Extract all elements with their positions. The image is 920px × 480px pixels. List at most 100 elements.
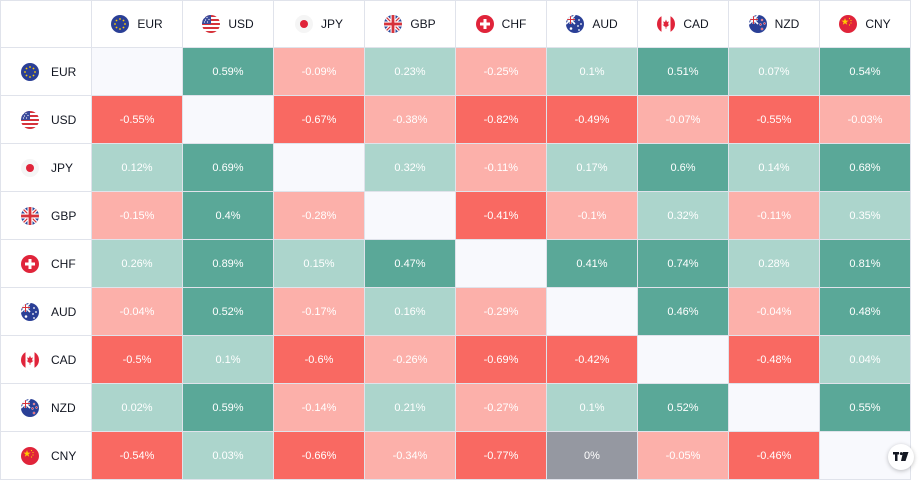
rate-cell-aud-eur[interactable]: -0.04% [92,288,183,336]
row-header-jpy[interactable]: JPY [0,144,92,192]
rate-cell-chf-jpy[interactable]: 0.15% [274,240,365,288]
rate-cell-gbp-aud[interactable]: -0.1% [547,192,638,240]
rate-cell-gbp-chf[interactable]: -0.41% [456,192,547,240]
column-header-gbp[interactable]: GBP [365,0,456,48]
rate-cell-aud-jpy[interactable]: -0.17% [274,288,365,336]
column-header-eur[interactable]: EUR [92,0,183,48]
rate-cell-aud-usd[interactable]: 0.52% [183,288,274,336]
rate-cell-cny-gbp[interactable]: -0.34% [365,432,456,480]
nz-flag-icon [21,398,39,417]
rate-cell-usd-gbp[interactable]: -0.38% [365,96,456,144]
rate-cell-eur-nzd[interactable]: 0.07% [729,48,820,96]
column-header-jpy[interactable]: JPY [274,0,365,48]
rate-cell-usd-nzd[interactable]: -0.55% [729,96,820,144]
rate-cell-cad-chf[interactable]: -0.69% [456,336,547,384]
rate-cell-jpy-aud[interactable]: 0.17% [547,144,638,192]
rate-cell-gbp-eur[interactable]: -0.15% [92,192,183,240]
rate-cell-usd-eur[interactable]: -0.55% [92,96,183,144]
rate-cell-jpy-gbp[interactable]: 0.32% [365,144,456,192]
column-header-label: CAD [683,17,709,31]
rate-cell-cad-cny[interactable]: 0.04% [820,336,911,384]
rate-cell-chf-nzd[interactable]: 0.28% [729,240,820,288]
rate-cell-cad-cad [638,336,729,384]
rate-cell-nzd-cad[interactable]: 0.52% [638,384,729,432]
rate-cell-nzd-usd[interactable]: 0.59% [183,384,274,432]
rate-cell-nzd-cny[interactable]: 0.55% [820,384,911,432]
rate-cell-eur-cad[interactable]: 0.51% [638,48,729,96]
rate-cell-nzd-chf[interactable]: -0.27% [456,384,547,432]
rate-cell-chf-cny[interactable]: 0.81% [820,240,911,288]
rate-cell-chf-gbp[interactable]: 0.47% [365,240,456,288]
rate-cell-nzd-eur[interactable]: 0.02% [92,384,183,432]
rate-cell-chf-usd[interactable]: 0.89% [183,240,274,288]
rate-cell-aud-cny[interactable]: 0.48% [820,288,911,336]
rate-cell-eur-jpy[interactable]: -0.09% [274,48,365,96]
rate-cell-gbp-cad[interactable]: 0.32% [638,192,729,240]
rate-cell-cad-aud[interactable]: -0.42% [547,336,638,384]
rate-cell-cad-nzd[interactable]: -0.48% [729,336,820,384]
row-header-usd[interactable]: USD [0,96,92,144]
rate-cell-nzd-gbp[interactable]: 0.21% [365,384,456,432]
rate-cell-cny-jpy[interactable]: -0.66% [274,432,365,480]
rate-cell-cad-gbp[interactable]: -0.26% [365,336,456,384]
rate-cell-chf-aud[interactable]: 0.41% [547,240,638,288]
rate-cell-eur-cny[interactable]: 0.54% [820,48,911,96]
rate-cell-cad-jpy[interactable]: -0.6% [274,336,365,384]
rate-cell-eur-aud[interactable]: 0.1% [547,48,638,96]
rate-cell-aud-aud [547,288,638,336]
rate-cell-jpy-usd[interactable]: 0.69% [183,144,274,192]
rate-cell-cny-nzd[interactable]: -0.46% [729,432,820,480]
column-header-cad[interactable]: CAD [638,0,729,48]
rate-cell-gbp-cny[interactable]: 0.35% [820,192,911,240]
rate-cell-jpy-chf[interactable]: -0.11% [456,144,547,192]
row-header-cad[interactable]: CAD [0,336,92,384]
rate-cell-eur-eur [92,48,183,96]
column-header-usd[interactable]: USD [183,0,274,48]
tradingview-logo-icon[interactable] [888,444,914,470]
row-header-chf[interactable]: CHF [0,240,92,288]
row-header-gbp[interactable]: GBP [0,192,92,240]
rate-cell-cny-aud[interactable]: 0% [547,432,638,480]
rate-cell-cny-chf[interactable]: -0.77% [456,432,547,480]
column-header-label: JPY [320,17,343,31]
rate-cell-chf-cad[interactable]: 0.74% [638,240,729,288]
row-header-nzd[interactable]: NZD [0,384,92,432]
us-flag-icon [202,15,221,33]
rate-cell-aud-chf[interactable]: -0.29% [456,288,547,336]
rate-cell-chf-eur[interactable]: 0.26% [92,240,183,288]
rate-cell-aud-gbp[interactable]: 0.16% [365,288,456,336]
rate-cell-gbp-usd[interactable]: 0.4% [183,192,274,240]
rate-cell-jpy-cad[interactable]: 0.6% [638,144,729,192]
rate-cell-aud-nzd[interactable]: -0.04% [729,288,820,336]
rate-cell-usd-jpy[interactable]: -0.67% [274,96,365,144]
rate-cell-usd-cad[interactable]: -0.07% [638,96,729,144]
column-header-label: USD [228,17,254,31]
row-header-cny[interactable]: CNY [0,432,92,480]
rate-cell-eur-gbp[interactable]: 0.23% [365,48,456,96]
column-header-nzd[interactable]: NZD [729,0,820,48]
rate-cell-usd-aud[interactable]: -0.49% [547,96,638,144]
rate-cell-jpy-eur[interactable]: 0.12% [92,144,183,192]
column-header-cny[interactable]: CNY [820,0,911,48]
rate-cell-usd-chf[interactable]: -0.82% [456,96,547,144]
rate-cell-cny-eur[interactable]: -0.54% [92,432,183,480]
rate-cell-usd-cny[interactable]: -0.03% [820,96,911,144]
rate-cell-eur-chf[interactable]: -0.25% [456,48,547,96]
rate-cell-cny-usd[interactable]: 0.03% [183,432,274,480]
row-header-label: CAD [51,352,77,367]
rate-cell-cad-eur[interactable]: -0.5% [92,336,183,384]
rate-cell-nzd-jpy[interactable]: -0.14% [274,384,365,432]
column-header-aud[interactable]: AUD [547,0,638,48]
rate-cell-nzd-aud[interactable]: 0.1% [547,384,638,432]
rate-cell-aud-cad[interactable]: 0.46% [638,288,729,336]
rate-cell-jpy-cny[interactable]: 0.68% [820,144,911,192]
row-header-eur[interactable]: EUR [0,48,92,96]
rate-cell-eur-usd[interactable]: 0.59% [183,48,274,96]
row-header-aud[interactable]: AUD [0,288,92,336]
rate-cell-gbp-nzd[interactable]: -0.11% [729,192,820,240]
rate-cell-jpy-nzd[interactable]: 0.14% [729,144,820,192]
column-header-chf[interactable]: CHF [456,0,547,48]
rate-cell-cad-usd[interactable]: 0.1% [183,336,274,384]
rate-cell-gbp-jpy[interactable]: -0.28% [274,192,365,240]
rate-cell-cny-cad[interactable]: -0.05% [638,432,729,480]
